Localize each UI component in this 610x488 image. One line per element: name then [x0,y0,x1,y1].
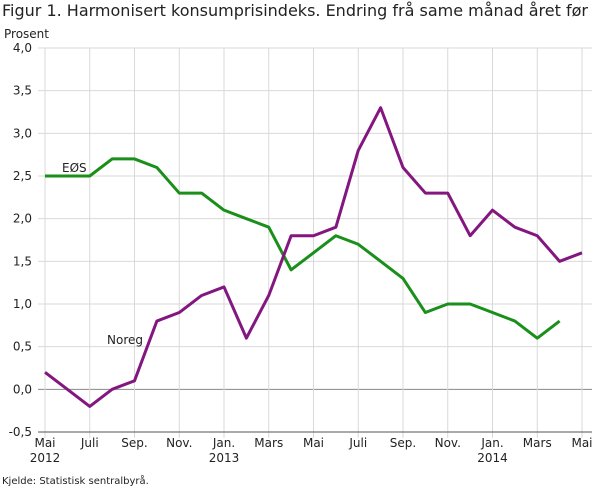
y-tick-label: 1,0 [13,297,32,311]
y-tick-label: 2,0 [13,212,32,226]
y-axis-label: Prosent [4,27,49,41]
x-tick-label: Sep. [390,436,416,450]
y-tick-label: 0,5 [13,340,32,354]
x-tick-label: Sep. [121,436,147,450]
series-label: EØS [62,161,87,175]
x-tick-label: Mai [571,436,592,450]
x-tick-label: Nov. [435,436,461,450]
series-line [44,106,583,408]
y-tick-label: 0,0 [13,382,32,396]
x-tick-label: Jan. 2013 [209,436,240,465]
y-tick-label: 3,0 [13,126,32,140]
series-label: Noreg [107,333,143,347]
x-tick-label: Juli [348,436,367,450]
x-tick-label: Mai 2012 [30,436,61,465]
x-tick-label: Mai [303,436,324,450]
x-tick-label: Juli [80,436,99,450]
y-tick-label: -0,5 [9,425,32,439]
y-tick-label: 3,5 [13,84,32,98]
y-tick-label: 4,0 [13,41,32,55]
y-tick-label: 2,5 [13,169,32,183]
x-tick-label: Mars [254,436,283,450]
x-tick-label: Jan. 2014 [477,436,508,465]
y-tick-label: 1,5 [13,254,32,268]
x-tick-label: Mars [523,436,552,450]
x-tick-label: Nov. [166,436,192,450]
source: Kjelde: Statistisk sentralbyrå. [2,474,149,487]
chart-title: Figur 1. Harmonisert konsumprisindeks. E… [2,1,588,20]
series-line [45,157,561,340]
